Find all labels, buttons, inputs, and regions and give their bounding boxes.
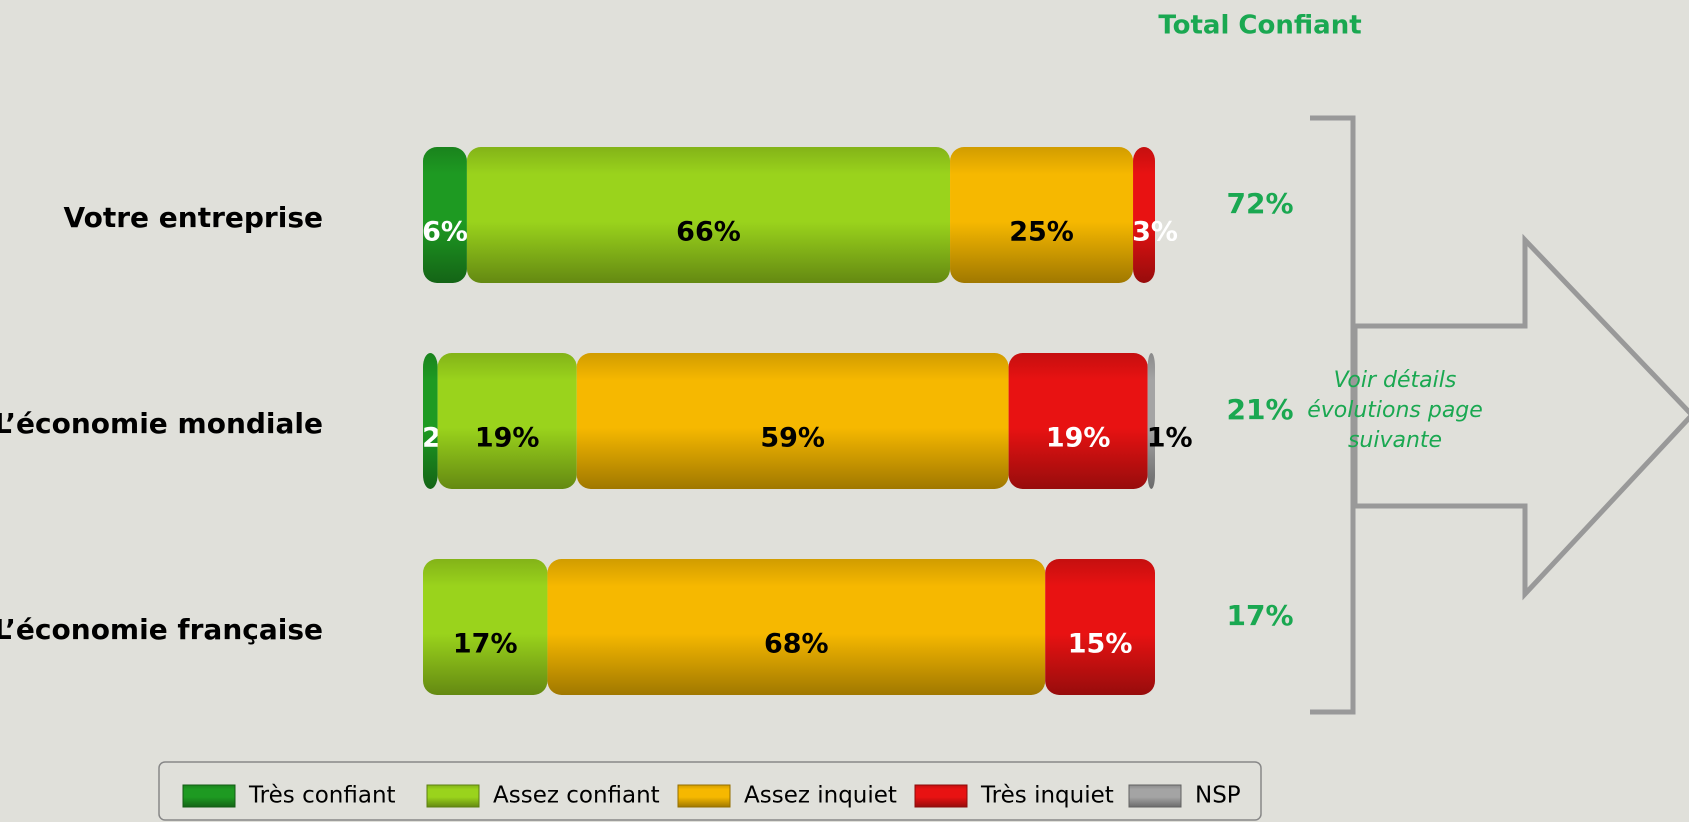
- legend-swatch: [1128, 784, 1182, 808]
- data-label: 68%: [764, 629, 829, 660]
- arrow: [1352, 233, 1689, 601]
- legend-swatch: [914, 784, 968, 808]
- annotation: Voir détails évolutions page suivante: [1307, 368, 1483, 453]
- total-label: 17%: [1226, 599, 1293, 632]
- legend-label: Assez inquiet: [744, 783, 897, 809]
- bar-segment: [1008, 353, 1148, 489]
- data-label: 15%: [1068, 629, 1133, 660]
- bar-segment: [547, 559, 1046, 695]
- bar-segment: [423, 559, 548, 695]
- legend-label: Très inquiet: [980, 783, 1114, 809]
- bar-segment: [437, 353, 577, 489]
- data-label: 1%: [1147, 423, 1193, 454]
- bar-segment: [423, 353, 438, 489]
- bar-segment: [466, 147, 951, 283]
- legend-label: Assez confiant: [493, 783, 660, 809]
- legend-swatch: [426, 784, 480, 808]
- data-label: 19%: [1046, 423, 1111, 454]
- totals-title: Total Confiant: [1158, 11, 1361, 41]
- data-label: 25%: [1009, 217, 1074, 248]
- legend-swatch: [182, 784, 236, 808]
- legend-label: Très confiant: [248, 783, 396, 809]
- bar-segment: [1147, 353, 1155, 489]
- data-label: 3%: [1132, 217, 1178, 248]
- bar-segment: [423, 147, 467, 283]
- category-label: Votre entreprise: [63, 201, 323, 234]
- data-label: 66%: [676, 217, 741, 248]
- legend-box: [158, 761, 1262, 821]
- category-label: L’économie mondiale: [0, 407, 323, 440]
- total-label: 21%: [1226, 393, 1293, 426]
- total-label: 72%: [1226, 187, 1293, 220]
- data-label: 59%: [760, 423, 825, 454]
- data-label: 6%: [422, 217, 468, 248]
- data-label: 17%: [453, 629, 518, 660]
- bar-segment: [1045, 559, 1155, 695]
- legend-label: NSP: [1195, 783, 1241, 809]
- bar-segment: [1133, 147, 1155, 283]
- bar-segment: [950, 147, 1134, 283]
- bar-segment: [576, 353, 1009, 489]
- legend-swatch: [677, 784, 731, 808]
- category-label: L’économie française: [0, 613, 323, 646]
- data-label: 19%: [475, 423, 540, 454]
